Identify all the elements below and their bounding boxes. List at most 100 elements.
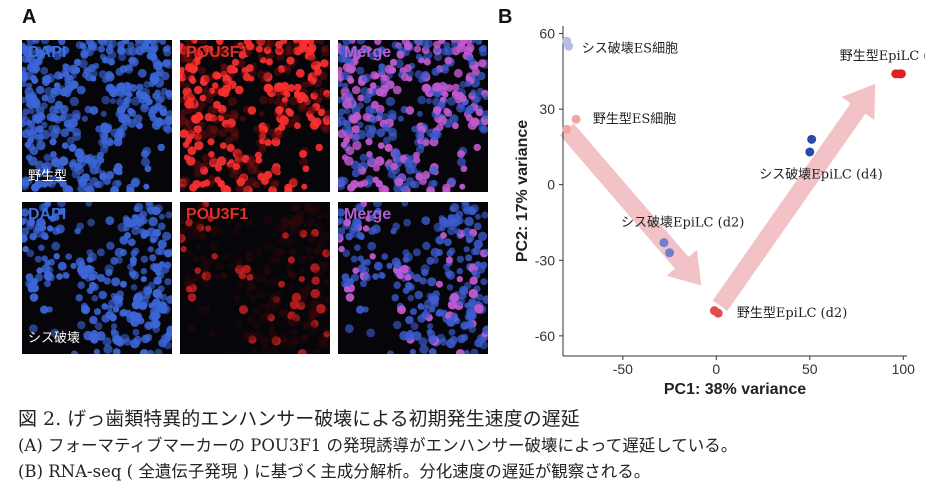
- cell-nucleus: [303, 202, 312, 207]
- cell-nucleus: [165, 211, 172, 219]
- cell-nucleus: [452, 122, 459, 130]
- cell-nucleus: [234, 85, 244, 95]
- cell-nucleus: [139, 349, 149, 354]
- cell-nucleus: [211, 127, 219, 135]
- tile-label-merge: Merge: [344, 206, 392, 223]
- cell-nucleus: [154, 204, 164, 213]
- cell-nucleus: [148, 216, 158, 227]
- cell-nucleus: [350, 179, 359, 189]
- cell-nucleus: [259, 314, 268, 323]
- cell-nucleus: [320, 123, 329, 132]
- cell-nucleus: [243, 185, 253, 192]
- cell-nucleus: [158, 213, 165, 220]
- cell-nucleus: [64, 84, 74, 93]
- cell-nucleus: [264, 139, 272, 147]
- cell-nucleus: [157, 239, 167, 249]
- cell-nucleus: [107, 44, 114, 51]
- cell-nucleus: [125, 64, 133, 72]
- cell-nucleus: [180, 234, 184, 241]
- cell-nucleus: [150, 307, 160, 317]
- cell-nucleus: [112, 334, 121, 344]
- cell-nucleus: [281, 96, 288, 103]
- cell-nucleus: [269, 295, 277, 303]
- cell-nucleus: [53, 115, 62, 124]
- cell-nucleus: [229, 170, 238, 179]
- cell-nucleus: [263, 46, 272, 55]
- microscopy-image: [22, 202, 172, 354]
- cell-nucleus: [219, 46, 228, 55]
- cell-nucleus: [141, 150, 149, 158]
- cell-nucleus: [412, 151, 420, 159]
- cell-nucleus: [340, 141, 348, 148]
- cell-nucleus: [45, 179, 53, 187]
- cell-nucleus: [478, 231, 488, 241]
- cell-nucleus: [447, 300, 458, 310]
- cell-nucleus: [248, 329, 256, 338]
- cell-nucleus: [193, 134, 202, 143]
- cell-nucleus: [30, 277, 38, 285]
- cell-nucleus: [422, 139, 430, 147]
- cell-nucleus: [221, 272, 228, 279]
- cell-nucleus: [93, 348, 100, 354]
- cell-nucleus: [310, 57, 318, 66]
- cell-nucleus: [95, 125, 103, 133]
- cell-nucleus: [316, 213, 323, 220]
- cell-nucleus: [29, 293, 39, 302]
- cell-nucleus: [191, 114, 201, 124]
- cell-nucleus: [189, 77, 197, 84]
- cell-nucleus: [264, 241, 273, 250]
- cell-nucleus: [73, 58, 82, 66]
- cell-nucleus: [84, 73, 93, 82]
- tile-label-dapi: DAPI: [28, 44, 67, 61]
- cell-nucleus: [32, 227, 40, 234]
- cell-nucleus: [433, 106, 442, 115]
- cell-nucleus: [22, 227, 30, 236]
- cell-nucleus: [22, 234, 26, 241]
- cell-nucleus: [374, 40, 382, 46]
- cell-nucleus: [426, 128, 436, 138]
- cell-nucleus: [341, 273, 350, 281]
- cell-nucleus: [434, 90, 442, 98]
- cell-nucleus: [475, 40, 483, 45]
- cell-nucleus: [22, 113, 27, 121]
- tile-wt-pou3f1: POU3F1: [180, 40, 330, 192]
- cell-nucleus: [190, 227, 198, 234]
- cell-nucleus: [469, 276, 478, 285]
- cell-nucleus: [361, 73, 371, 83]
- cell-nucleus: [103, 277, 111, 285]
- cell-nucleus: [280, 216, 290, 226]
- cell-nucleus: [310, 288, 320, 299]
- cell-nucleus: [239, 305, 248, 315]
- cell-nucleus: [323, 330, 330, 338]
- cell-nucleus: [258, 110, 265, 117]
- cell-nucleus: [224, 136, 233, 145]
- cell-nucleus: [294, 83, 302, 91]
- cell-nucleus: [263, 70, 272, 79]
- cell-nucleus: [270, 306, 278, 313]
- cell-nucleus: [166, 93, 172, 100]
- cell-nucleus: [140, 43, 150, 53]
- cell-nucleus: [56, 202, 66, 208]
- cell-nucleus: [302, 333, 311, 342]
- cell-nucleus: [288, 317, 298, 327]
- cell-nucleus: [275, 46, 284, 55]
- cell-nucleus: [446, 284, 454, 291]
- cell-nucleus: [209, 114, 217, 122]
- cell-nucleus: [199, 255, 206, 262]
- cell-nucleus: [154, 89, 161, 96]
- row-label-cis-disruption: シス破壊: [28, 331, 81, 346]
- cell-nucleus: [483, 248, 488, 256]
- cell-nucleus: [258, 145, 267, 154]
- cell-nucleus: [118, 90, 126, 98]
- cell-nucleus: [291, 292, 302, 303]
- cell-nucleus: [163, 125, 172, 134]
- cell-nucleus: [268, 292, 275, 300]
- cell-nucleus: [51, 157, 59, 165]
- cell-nucleus: [293, 217, 303, 227]
- cell-nucleus: [155, 269, 162, 276]
- cell-nucleus: [164, 261, 172, 269]
- cell-nucleus: [463, 46, 473, 56]
- cell-nucleus: [344, 107, 351, 115]
- cell-nucleus: [342, 249, 351, 258]
- cell-nucleus: [360, 87, 370, 96]
